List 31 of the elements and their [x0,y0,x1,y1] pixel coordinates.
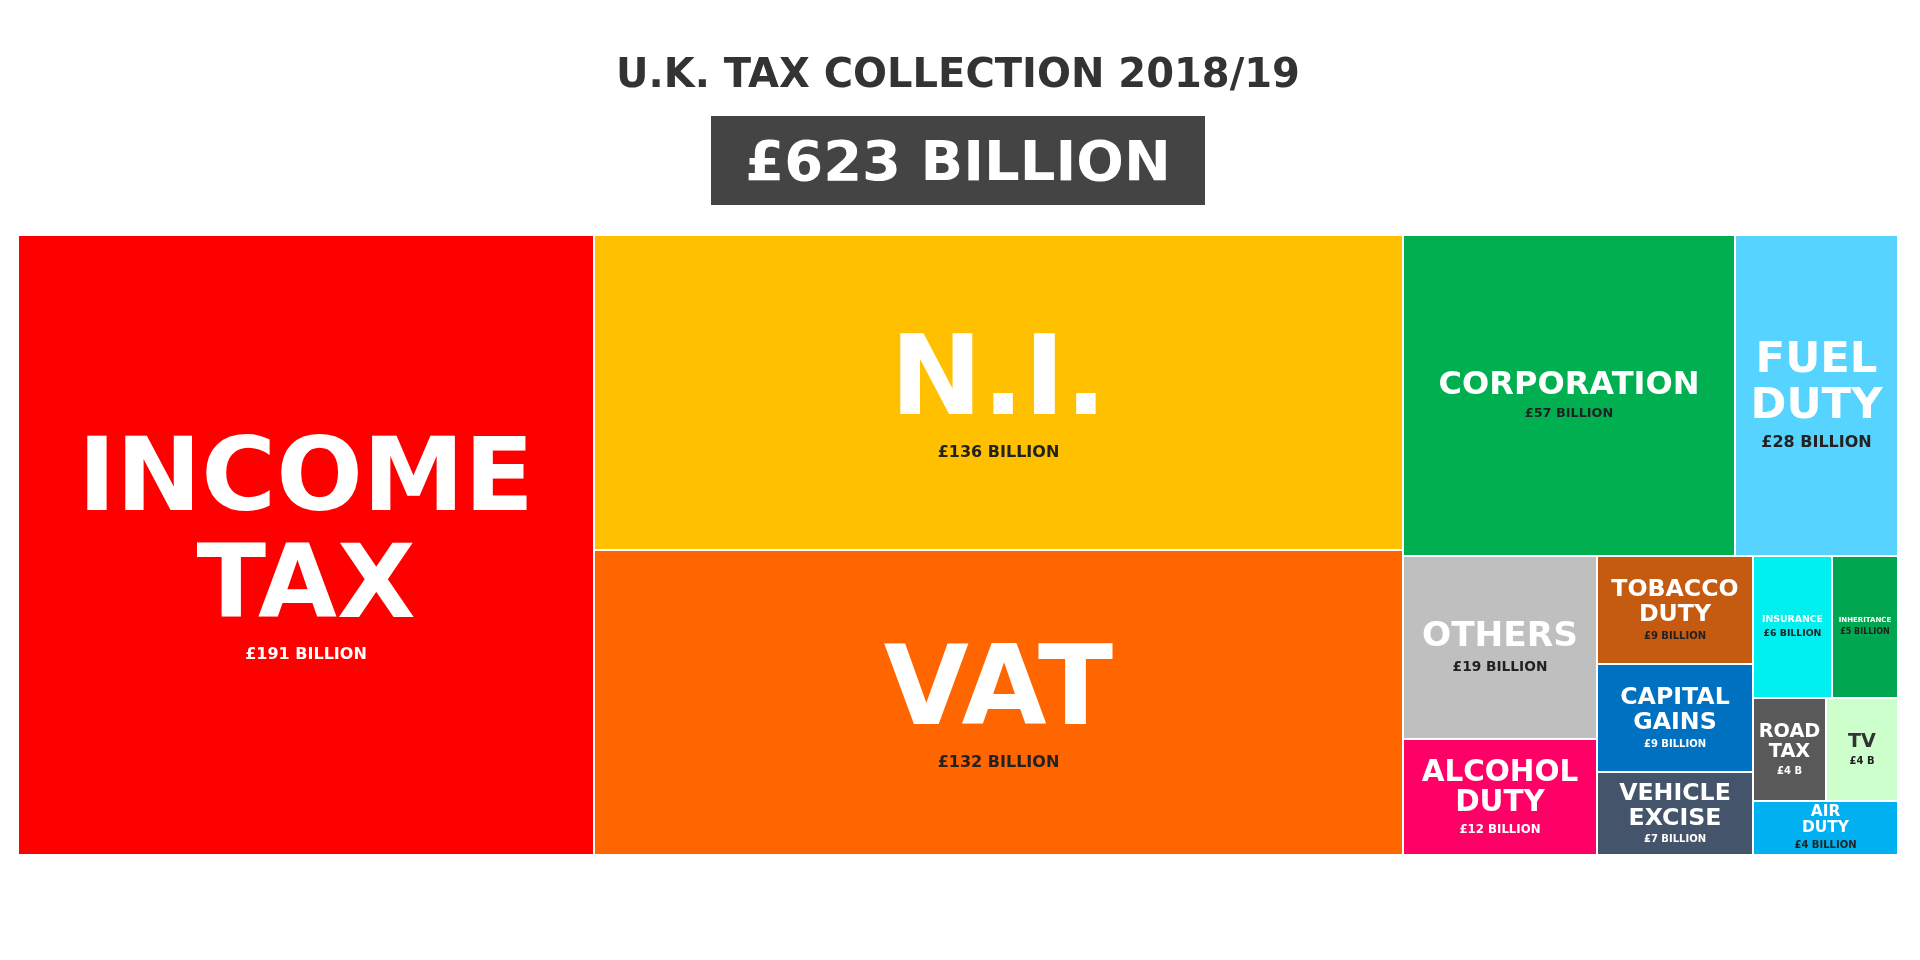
data-label: £12 BILLION [1459,821,1541,836]
data-label: £5 BILLION [1840,626,1890,636]
data-label: £6 BILLION [1763,626,1822,638]
data-label: £9 BILLION [1643,629,1707,641]
data-label: £132 BILLION [937,751,1060,771]
category-label: CORPORATION [1438,364,1700,403]
data-label: £4 B [1849,754,1875,766]
category-label: AIR DUTY [1802,801,1850,837]
category-label: VAT [883,621,1114,750]
category-label: ROAD TAX [1758,718,1821,762]
category-label: INSURANCE [1762,612,1823,624]
data-label: £19 BILLION [1452,658,1548,675]
category-label: TOBACCO DUTY [1611,574,1739,628]
data-label: £7 BILLION [1643,833,1707,845]
data-label: £57 BILLION [1524,405,1614,421]
data-label: £4 BILLION [1794,839,1857,851]
data-label: £4 B [1776,764,1803,776]
category-label: INCOME TAX [77,415,535,642]
category-label: FUEL DUTY [1750,332,1884,428]
data-label: £191 BILLION [245,643,367,663]
data-label: £136 BILLION [937,441,1060,461]
category-label: VEHICLE EXCISE [1619,777,1731,831]
category-label: ALCOHOL DUTY [1421,753,1579,819]
category-label: N.I. [890,311,1107,440]
category-label: CAPITAL GAINS [1620,682,1730,736]
text: £623 BILLION [711,116,1205,205]
data-label: £9 BILLION [1643,737,1707,749]
text: U.K. TAX COLLECTION 2018/19 [615,50,1301,96]
data-label: £28 BILLION [1761,432,1872,452]
category-label: TV [1848,728,1877,752]
category-label: OTHERS [1421,614,1579,655]
